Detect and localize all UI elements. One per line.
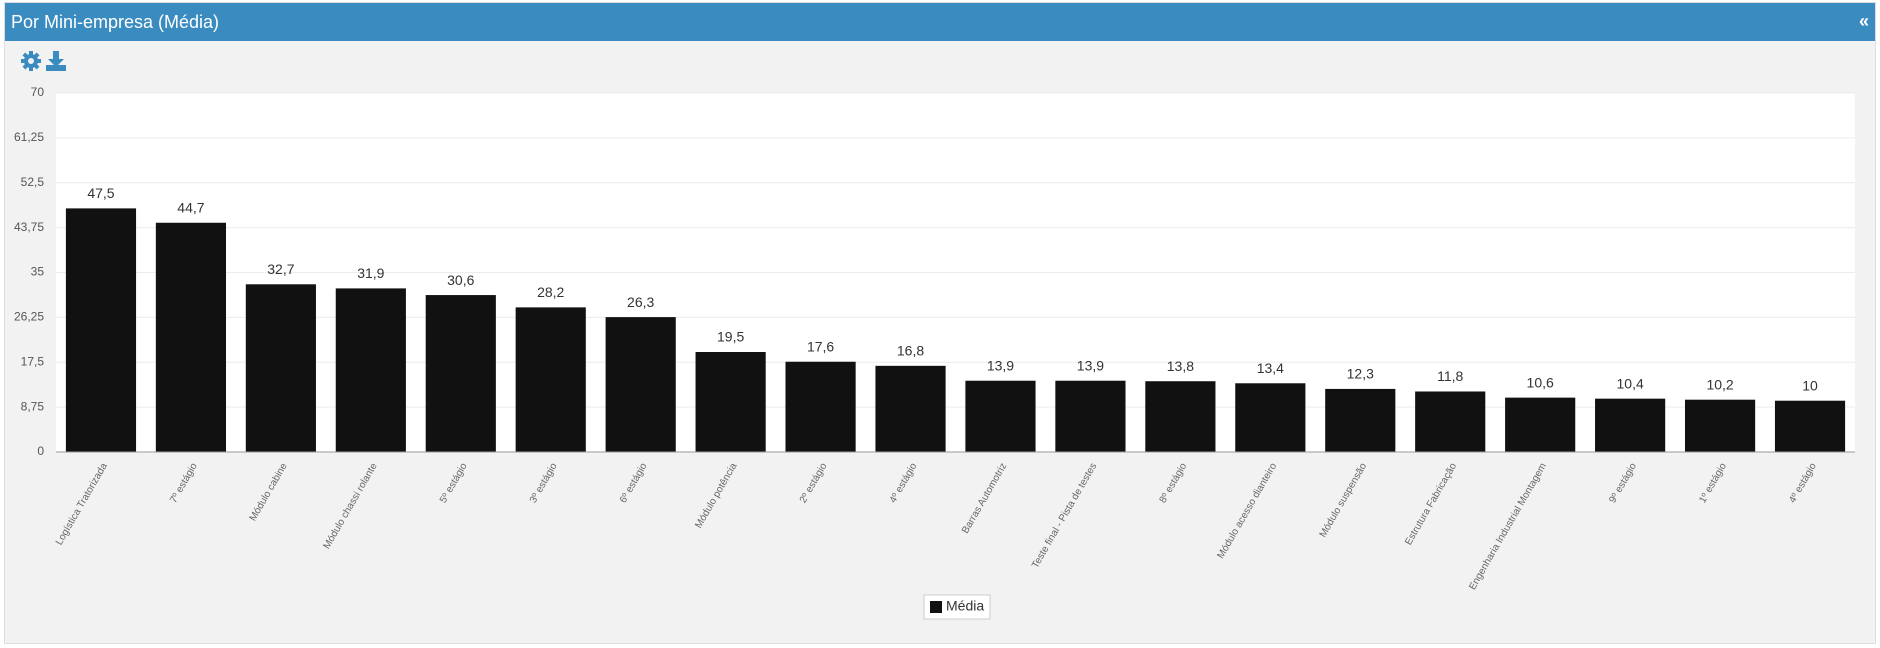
x-tick-label: Módulo cabine (248, 461, 290, 523)
bar (1145, 381, 1216, 452)
x-tick-label: Barras Automotriz (960, 461, 1009, 535)
bar (1595, 398, 1666, 452)
bar (695, 351, 766, 452)
x-tick-label: 8º estágio (1158, 461, 1190, 505)
value-label: 19,5 (717, 329, 744, 345)
value-label: 17,6 (807, 338, 834, 354)
x-tick-label: Estrutura Fabricação (1403, 461, 1459, 547)
panel-title: Por Mini-empresa (Média) (11, 12, 220, 32)
legend-swatch (930, 601, 942, 613)
value-label: 13,8 (1167, 358, 1194, 374)
settings-icon[interactable] (21, 51, 41, 71)
x-tick-label: 3º estágio (528, 461, 560, 505)
value-label: 32,7 (267, 261, 294, 277)
y-tick-label: 0 (37, 444, 44, 458)
y-tick-label: 43,75 (14, 220, 44, 234)
x-tick-label: Engenharia Industrial Montagem (1467, 461, 1549, 592)
x-tick-label: Módulo chassi rolante (322, 461, 380, 551)
panel-header: Por Mini-empresa (Média) « (5, 3, 1875, 41)
value-label: 13,9 (987, 357, 1014, 373)
bar (1055, 380, 1126, 452)
y-tick-label: 52,5 (21, 175, 45, 189)
x-tick-label: 4º estágio (1787, 461, 1819, 505)
download-icon[interactable] (46, 51, 66, 71)
y-tick-label: 8,75 (21, 399, 45, 413)
y-tick-label: 26,25 (14, 310, 44, 324)
value-label: 10,4 (1617, 375, 1644, 391)
bar (335, 288, 406, 452)
x-tick-label: 4º estágio (888, 461, 920, 505)
value-label: 13,9 (1077, 357, 1104, 373)
value-label: 10,2 (1706, 376, 1733, 392)
bar (155, 222, 227, 452)
x-tick-label: 5º estágio (438, 461, 470, 505)
value-label: 30,6 (447, 272, 474, 288)
bar (245, 284, 316, 452)
bar (1505, 397, 1576, 452)
bar (1684, 399, 1756, 452)
bar (515, 307, 586, 452)
x-tick-label: 6º estágio (618, 461, 650, 505)
bar (65, 208, 137, 452)
bar (1415, 391, 1486, 452)
value-label: 47,5 (87, 185, 114, 201)
x-tick-label: 2º estágio (798, 461, 830, 505)
y-tick-label: 17,5 (21, 354, 45, 368)
legend-label: Média (946, 598, 984, 614)
bar (785, 361, 856, 452)
x-tick-label: Módulo potência (693, 461, 739, 530)
bar (1235, 383, 1306, 452)
value-label: 26,3 (627, 294, 654, 310)
value-label: 13,4 (1257, 360, 1284, 376)
value-label: 10,6 (1527, 374, 1554, 390)
x-tick-label: 1º estágio (1697, 461, 1729, 505)
value-label: 31,9 (357, 265, 384, 281)
bar (425, 295, 496, 452)
bar (965, 380, 1036, 452)
x-tick-label: Logística Tratorizada (54, 461, 110, 547)
x-tick-label: Teste final - Pista de testes (1030, 461, 1099, 570)
value-label: 28,2 (537, 284, 564, 300)
x-tick-label: Módulo suspensão (1318, 461, 1370, 540)
value-label: 16,8 (897, 343, 924, 359)
collapse-button[interactable]: « (1858, 11, 1869, 31)
bar (1325, 388, 1396, 452)
x-tick-label: Módulo acesso dianteiro (1215, 461, 1279, 561)
x-tick-label: 9º estágio (1607, 461, 1639, 505)
bar (605, 317, 676, 452)
bar (1774, 400, 1846, 452)
x-tick-label: 7º estágio (168, 461, 200, 505)
value-label: 44,7 (177, 199, 204, 215)
y-tick-label: 61,25 (14, 130, 44, 144)
y-tick-label: 70 (31, 85, 45, 99)
value-label: 12,3 (1347, 366, 1374, 382)
bar (875, 365, 946, 452)
y-tick-label: 35 (31, 265, 45, 279)
value-label: 11,8 (1437, 368, 1463, 384)
value-label: 10 (1802, 377, 1818, 393)
